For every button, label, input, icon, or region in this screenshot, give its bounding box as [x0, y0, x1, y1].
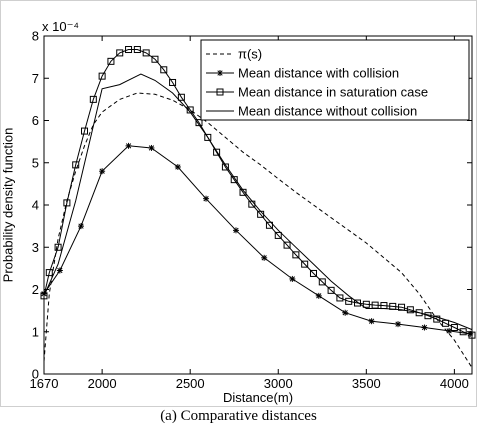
series-pi-line — [43, 92, 473, 368]
x-axis-label: Distance(m) — [223, 390, 293, 405]
series-with-collision-line — [43, 145, 471, 335]
legend-swatch-marker — [217, 70, 223, 76]
y-tick-label: 7 — [32, 71, 39, 86]
series-with-collision-point — [56, 267, 63, 274]
series-saturation-point — [301, 260, 309, 268]
series-with-collision-point — [99, 168, 106, 175]
series-saturation-point — [265, 221, 273, 229]
series-saturation-point — [433, 315, 441, 323]
x-tick-label: 3000 — [264, 376, 293, 391]
series-with-collision-point — [232, 227, 239, 234]
series-saturation-point — [442, 319, 450, 327]
y-exponent-label: x 10⁻⁴ — [42, 19, 79, 34]
series-with-collision-point — [148, 144, 155, 151]
legend-label-pi: π(s) — [238, 47, 262, 62]
series-saturation-point — [98, 72, 106, 80]
series-with-collision-point — [77, 223, 84, 230]
x-tick-label: 1670 — [30, 376, 59, 391]
series-with-collision-point — [174, 163, 181, 170]
legend-label-without-collision: Mean distance without collision — [238, 104, 417, 119]
y-tick-label: 0 — [32, 367, 39, 382]
series-saturation-point — [318, 278, 326, 286]
y-tick-label: 5 — [32, 155, 39, 170]
series-saturation-point — [89, 95, 97, 103]
series-saturation-point — [169, 78, 177, 86]
y-tick-label: 8 — [32, 29, 39, 44]
legend-swatch-marker — [216, 88, 224, 96]
series-saturation-point — [406, 306, 414, 314]
x-tick-label: 2000 — [88, 376, 117, 391]
y-tick-label: 4 — [32, 198, 39, 213]
legend: π(s) Mean distance with collision Mean d… — [200, 39, 470, 121]
series-with-collision-point — [125, 142, 132, 149]
series-saturation-point — [336, 294, 344, 302]
figure-caption: (a) Comparative distances — [160, 409, 317, 424]
series-saturation-point — [45, 269, 53, 277]
series-with-collision-point — [342, 309, 349, 316]
y-tick-label: 2 — [32, 282, 39, 297]
series-with-collision-point — [368, 318, 375, 325]
legend-box — [200, 39, 470, 121]
series-saturation-point — [274, 231, 282, 239]
series-without-collision — [43, 73, 473, 331]
series-saturation-point — [459, 328, 467, 336]
series-saturation-point — [142, 49, 150, 57]
series-saturation-point — [160, 66, 168, 74]
legend-label-saturation: Mean distance in saturation case — [238, 85, 428, 100]
series-saturation-point — [239, 188, 247, 196]
series-with-collision-point — [421, 324, 428, 331]
y-tick-label: 1 — [32, 324, 39, 339]
series-with-collision-point — [289, 275, 296, 282]
y-axis-label: Probability density function — [1, 128, 16, 283]
series-saturation-point — [213, 148, 221, 156]
series-saturation-point — [133, 46, 141, 54]
series-saturation-point — [151, 55, 159, 63]
series-without-collision-line — [43, 73, 473, 331]
series-saturation-point — [125, 46, 133, 54]
series-saturation-point — [309, 269, 317, 277]
legend-label-collision: Mean distance with collision — [238, 66, 399, 81]
y-tick-label: 3 — [32, 240, 39, 255]
series-saturation-point — [107, 57, 115, 65]
series-saturation — [40, 46, 476, 339]
series-saturation-point — [283, 241, 291, 249]
series-saturation-point — [54, 243, 62, 251]
x-tick-label: 2500 — [176, 376, 205, 391]
series-saturation-point — [81, 127, 89, 135]
series-saturation-point — [63, 199, 71, 207]
series-saturation-point — [354, 299, 362, 307]
y-tick-label: 6 — [32, 113, 39, 128]
series-saturation-point — [230, 176, 238, 184]
series-with-collision-point — [261, 254, 268, 261]
x-tick-label: 3500 — [352, 376, 381, 391]
series-saturation-point — [177, 93, 185, 101]
series-saturation-point — [292, 251, 300, 259]
series-saturation-point — [221, 163, 229, 171]
series-with-collision-point — [203, 195, 210, 202]
series-saturation-point — [72, 161, 80, 169]
x-tick-label: 4000 — [440, 376, 469, 391]
series-layer — [40, 46, 476, 368]
series-saturation-point — [40, 292, 48, 300]
series-saturation-point — [345, 297, 353, 305]
series-saturation-point — [327, 286, 335, 294]
ticks-layer: 1670 2000 2500 3000 3500 4000 0 1 2 3 4 5 6 7 8 — [30, 29, 472, 391]
series-saturation-point — [116, 49, 124, 57]
series-saturation-point — [362, 300, 370, 308]
series-saturation-point — [204, 133, 212, 141]
series-saturation-point — [415, 309, 423, 317]
series-saturation-line — [43, 49, 473, 336]
series-pi — [43, 92, 473, 368]
series-with-collision-point — [395, 321, 402, 328]
series-saturation-point — [450, 324, 458, 332]
series-with-collision-point — [315, 292, 322, 299]
